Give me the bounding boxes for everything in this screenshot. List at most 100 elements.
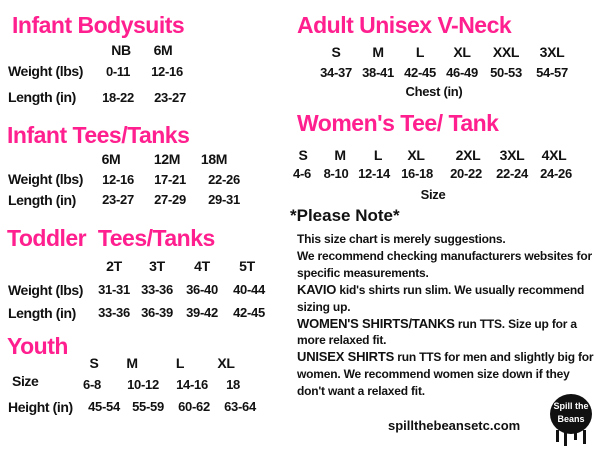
size-value: 6-8 [83,377,101,392]
infant-tees-title: Infant Tees/Tanks [7,122,190,148]
size-value: 17-21 [154,172,186,187]
size-value: 50-53 [490,65,522,80]
size-value: 31-31 [98,282,130,297]
size-value: 54-57 [536,65,568,80]
logo-drip [574,430,577,440]
size-value: 20-22 [450,166,482,181]
size-value: 22-24 [496,166,528,181]
size-header: 6M [101,151,121,167]
row-label: Weight (lbs) [8,171,84,187]
website-link[interactable]: spillthebeansetc.com [388,418,521,433]
note-body: This size chart is merely suggestions. W… [297,231,597,400]
size-header: 3XL [499,147,525,163]
logo-drip [564,430,567,446]
size-header: M [372,44,384,60]
row-label: Height (in) [8,399,73,415]
size-value: 22-26 [208,172,240,187]
note-bold: WOMEN'S SHIRTS/TANKS [297,315,455,331]
womens-caption: Size [420,187,446,202]
logo-text: Spill the Beans [553,401,589,424]
size-value: 42-45 [233,305,265,320]
row-label: Weight (lbs) [8,63,84,79]
note-line: We recommend checking manufacturers webs… [297,248,592,280]
size-value: 18-22 [102,90,134,105]
size-value: 38-41 [362,65,394,80]
size-value: 55-59 [132,399,164,414]
note-unisex: UNISEX SHIRTS run TTS for men and slight… [297,349,597,400]
brand-logo: Spill the Beans [550,394,592,434]
size-value: 29-31 [208,192,240,207]
size-header: L [415,44,425,60]
size-header: 6M [153,42,173,58]
infant-bodysuits-title: Infant Bodysuits [12,12,185,38]
size-header: 4XL [541,147,567,163]
adult-unisex-title: Adult Unisex V-Neck [297,12,512,38]
logo-drip [556,430,559,442]
size-value: 42-45 [404,65,436,80]
size-value: 0-11 [105,64,131,79]
row-label: Length (in) [8,305,76,321]
size-value: 34-37 [320,65,352,80]
size-header: 4T [194,258,210,274]
size-value: 36-40 [186,282,218,297]
size-value: 33-36 [141,282,173,297]
size-header: S [298,147,308,163]
size-value: 24-26 [540,166,572,181]
size-header: XXL [492,44,520,60]
size-value: 33-36 [98,305,130,320]
size-value: 46-49 [446,65,478,80]
size-header: M [334,147,346,163]
size-header: 2XL [455,147,481,163]
row-label: Size [12,373,39,389]
logo-drip [583,430,586,444]
womens-title: Women's Tee/ Tank [297,110,499,136]
youth-title: Youth [7,333,68,359]
size-header: XL [453,44,471,60]
size-header: 18M [200,151,228,167]
size-header: 3XL [539,44,565,60]
row-label: Length (in) [8,192,76,208]
size-value: 27-29 [154,192,186,207]
size-header: NB [111,42,131,58]
size-value: 8-10 [323,166,349,181]
note-text: run TTS. Size up for a more relaxed fit. [297,316,577,348]
size-value: 4-6 [293,166,311,181]
note-bold: UNISEX SHIRTS [297,349,395,365]
size-header: XL [407,147,425,163]
note-text: kid's shirts run slim. We usually recomm… [297,282,585,314]
note-womens: WOMEN'S SHIRTS/TANKS run TTS. Size up fo… [297,316,597,350]
size-value: 40-44 [233,282,265,297]
size-header: L [373,147,383,163]
note-text: run TTS for men and slightly big for wom… [297,350,594,399]
size-value: 10-12 [127,377,159,392]
note-line: This size chart is merely suggestions. [297,232,506,246]
note-bold: KAVIO [297,281,337,297]
size-value: 39-42 [186,305,218,320]
size-value: 23-27 [154,90,186,105]
row-label: Weight (lbs) [8,282,84,298]
size-value: 45-54 [88,399,120,414]
adult-unisex-caption: Chest (in) [405,84,463,99]
toddler-tees-title: Toddler Tees/Tanks [7,225,215,251]
size-value: 16-18 [401,166,433,181]
size-header: 3T [149,258,165,274]
size-header: 5T [239,258,255,274]
size-value: 18 [226,377,240,392]
size-header: S [89,355,99,371]
size-header: S [331,44,341,60]
size-header: M [126,355,138,371]
size-header: 2T [106,258,122,274]
size-value: 12-14 [358,166,390,181]
note-kavio: KAVIO kid's shirts run slim. We usually … [297,282,597,316]
size-header: L [175,355,185,371]
row-label: Length (in) [8,89,76,105]
size-value: 36-39 [141,305,173,320]
size-value: 14-16 [176,377,208,392]
size-value: 12-16 [151,64,183,79]
size-header: XL [217,355,235,371]
size-value: 60-62 [178,399,210,414]
size-value: 12-16 [102,172,134,187]
size-value: 63-64 [224,399,256,414]
note-title: *Please Note* [290,206,400,225]
